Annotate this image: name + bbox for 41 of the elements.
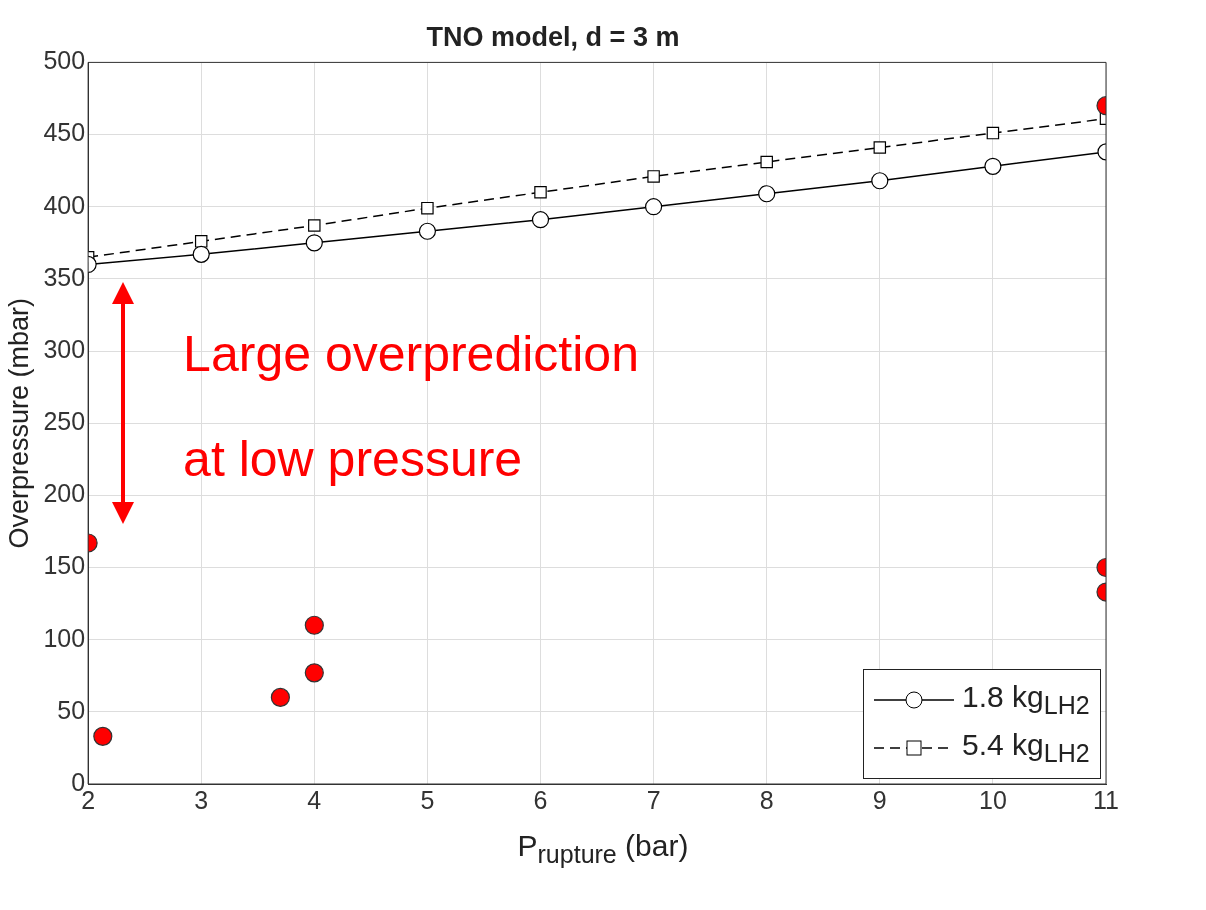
x-tick-label: 6 — [533, 785, 548, 814]
x-tick-label: 4 — [307, 785, 322, 814]
point — [534, 186, 547, 199]
annotation: Large overprediction at low pressure — [183, 326, 639, 488]
x-tick-label: 5 — [420, 785, 435, 814]
point — [645, 198, 663, 216]
y-tick-label: 500 — [43, 46, 86, 75]
y-tick-label: 300 — [43, 334, 86, 363]
point — [760, 155, 773, 169]
point — [194, 235, 208, 248]
y-axis-title: Overpressure (mbar) — [3, 297, 34, 549]
y-tick-label: 350 — [43, 262, 86, 291]
y-tick-label: 250 — [43, 407, 86, 436]
point — [871, 172, 889, 190]
y-tick-label: 100 — [43, 623, 86, 652]
x-tick-label: 10 — [978, 785, 1007, 814]
y-tick-label: 50 — [57, 695, 86, 724]
x-tick-label: 9 — [872, 785, 887, 814]
y-tick-label: 450 — [43, 118, 86, 147]
point — [418, 222, 437, 240]
x-tick-label: 8 — [759, 785, 774, 814]
x-tick-label: 7 — [646, 785, 661, 814]
point — [308, 219, 321, 232]
chart-title: TNO model, d = 3 m — [426, 21, 680, 52]
x-tick-label: 3 — [194, 785, 209, 814]
point — [192, 245, 210, 263]
point — [531, 211, 550, 229]
y-tick-label: 150 — [43, 551, 86, 580]
point — [758, 185, 776, 203]
x-axis-title: P$_{rupture}$ (bar) — [516, 829, 690, 869]
legend-label: 1.8 kg$_{LH2}$ — [962, 680, 1090, 720]
y-tick-label: 200 — [43, 479, 86, 508]
legend-label: 5.4 kg$_{LH2}$ — [962, 728, 1090, 768]
point — [986, 126, 1000, 140]
x-tick-label: 11 — [1093, 785, 1119, 814]
point — [984, 157, 1002, 175]
point — [305, 234, 323, 252]
y-tick-label: 400 — [43, 190, 86, 219]
point — [421, 201, 434, 215]
point — [873, 141, 887, 154]
point — [647, 170, 660, 183]
